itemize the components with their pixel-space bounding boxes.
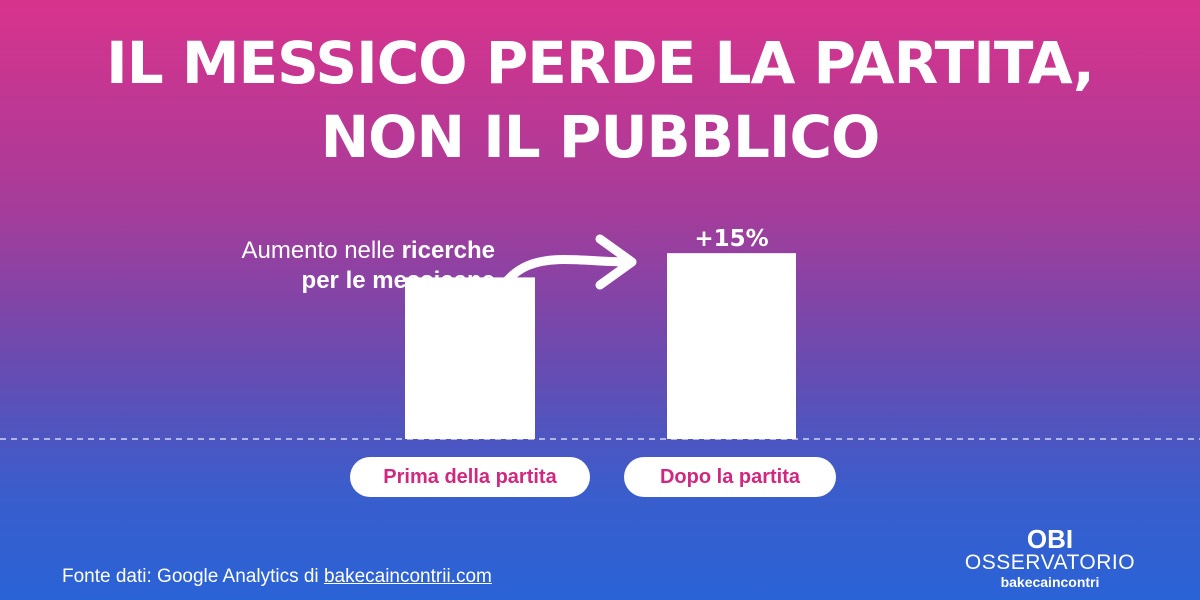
data-label-increase: +15% <box>694 226 768 252</box>
annotation-bold: ricerche <box>401 237 495 264</box>
bar-dopo-la-partita <box>667 253 796 439</box>
source-prefix: Fonte dati: Google Analytics di <box>62 566 324 587</box>
category-label-prima: Prima della partita <box>350 457 590 497</box>
page-title: IL MESSICO PERDE LA PARTITA, NON IL PUBB… <box>0 26 1200 174</box>
title-line-1: IL MESSICO PERDE LA PARTITA, <box>106 29 1095 97</box>
brand-line-2: OSSERVATORIO <box>964 551 1136 574</box>
data-source: Fonte dati: Google Analytics di bakecain… <box>62 566 492 588</box>
source-link[interactable]: bakecaincontrii.com <box>323 566 492 587</box>
title-line-2: NON IL PUBBLICO <box>320 103 881 171</box>
bar-prima-della-partita <box>405 277 535 439</box>
brand-logo: OBI OSSERVATORIO bakecaincontri <box>955 526 1145 590</box>
arrowhead-icon <box>595 234 637 290</box>
brand-line-3: bakecaincontri <box>1000 574 1100 590</box>
category-label-dopo: Dopo la partita <box>624 457 836 497</box>
annotation-regular: Aumento nelle <box>241 237 402 264</box>
arrow-icon <box>480 254 635 330</box>
brand-line-1: OBI <box>1026 524 1074 554</box>
